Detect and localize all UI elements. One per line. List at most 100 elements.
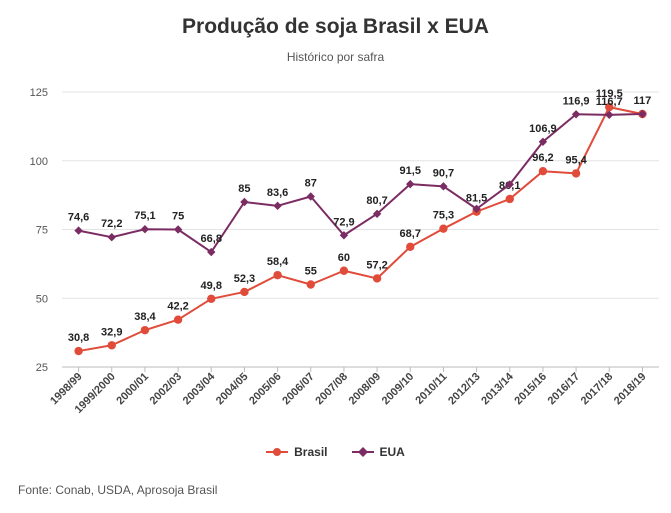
data-point-brasil	[605, 102, 614, 112]
data-point-eua	[406, 179, 415, 189]
data-label-eua: 72,2	[101, 218, 122, 230]
data-point-eua	[439, 182, 448, 191]
data-point-eua	[107, 233, 116, 242]
data-label-eua: 90,7	[433, 167, 454, 179]
data-label-eua: 83,6	[267, 187, 288, 199]
data-label-brasil: 52,3	[234, 273, 255, 285]
data-point-eua	[306, 192, 315, 201]
chart-subtitle: Histórico por safra	[286, 50, 385, 64]
legend-item-brasil[interactable]: Brasil	[266, 445, 328, 459]
x-tick-label: 2002/03	[148, 371, 185, 408]
x-tick-label: 2005/06	[247, 371, 284, 408]
x-tick-label: 2003/04	[181, 370, 218, 407]
legend-label-eua: EUA	[379, 445, 405, 459]
data-label-eua: 91,5	[400, 165, 421, 177]
x-tick-label: 2008/09	[347, 371, 384, 408]
data-label-eua: 116,9	[563, 95, 590, 107]
data-point-eua	[74, 226, 83, 235]
data-label-brasil: 119,5	[596, 88, 623, 100]
legend-swatch-brasil	[266, 446, 289, 458]
x-tick-label: 2017/18	[579, 371, 616, 408]
source-note: Fonte: Conab, USDA, Aprosoja Brasil	[18, 483, 218, 497]
data-label-eua: 87	[305, 178, 317, 190]
data-label-brasil: 96,2	[532, 152, 553, 164]
data-point-brasil	[372, 274, 382, 283]
legend: Brasil EUA	[0, 445, 671, 459]
x-tick-label: 2004/05	[214, 371, 251, 408]
x-tick-label: 2018/19	[612, 371, 649, 408]
data-point-eua	[273, 201, 282, 211]
data-label-brasil: 42,2	[167, 301, 188, 313]
data-label-brasil: 57,2	[366, 259, 387, 271]
y-tick-label: 100	[30, 156, 48, 168]
x-tick-label: 2006/07	[280, 371, 317, 408]
data-point-brasil	[306, 280, 315, 289]
data-point-eua	[505, 180, 514, 189]
data-point-brasil	[439, 224, 448, 233]
data-label-brasil: 81,5	[466, 193, 487, 205]
data-point-brasil	[107, 341, 116, 350]
data-point-brasil	[273, 270, 282, 280]
x-tick-label: 2015/16	[512, 371, 549, 408]
chart-title: Produção de soja Brasil x EUA	[182, 15, 489, 38]
data-point-eua	[472, 204, 481, 214]
data-point-brasil	[505, 194, 514, 204]
data-label-eua: 75	[172, 211, 184, 223]
x-tick-label: 2010/11	[413, 371, 449, 407]
x-tick-label: 2007/08	[313, 371, 350, 408]
y-tick-label: 125	[30, 87, 48, 99]
data-label-eua: 106,9	[529, 123, 557, 135]
data-label-eua: 66,8	[201, 233, 222, 245]
data-label-brasil: 55	[305, 266, 317, 278]
data-label-brasil: 32,9	[101, 326, 122, 338]
y-tick-label: 50	[36, 293, 48, 305]
data-point-eua	[173, 225, 183, 234]
data-label-brasil: 60	[338, 252, 350, 264]
data-point-eua	[372, 209, 382, 219]
data-label-brasil: 58,4	[267, 256, 289, 268]
data-point-eua	[207, 247, 216, 257]
legend-label-brasil: Brasil	[294, 445, 328, 459]
data-point-eua	[339, 231, 349, 240]
x-tick-label: 2016/17	[546, 371, 583, 408]
data-point-brasil	[406, 242, 415, 252]
data-point-eua	[538, 137, 548, 146]
data-label-eua: 72,9	[333, 216, 354, 228]
legend-swatch-eua	[351, 446, 374, 458]
data-point-eua	[140, 225, 150, 234]
data-point-brasil	[538, 167, 548, 176]
data-label-eua: 116,7	[596, 96, 623, 108]
data-label-brasil: 68,7	[400, 228, 421, 240]
data-label-eua: 85	[238, 183, 250, 195]
data-label-eua: 80,7	[366, 195, 387, 207]
legend-item-eua[interactable]: EUA	[351, 445, 405, 459]
data-label-eua: 75,1	[134, 210, 155, 222]
data-point-brasil	[173, 315, 183, 324]
data-label-brasil: 38,4	[134, 311, 156, 323]
series-line-eua	[78, 113, 643, 254]
y-tick-label: 25	[36, 362, 48, 374]
data-point-eua	[605, 110, 614, 120]
data-point-eua	[240, 197, 249, 207]
data-point-brasil	[240, 287, 249, 297]
data-point-brasil	[207, 294, 216, 303]
data-label-brasil: 49,8	[201, 280, 222, 292]
data-label-brasil: 117	[634, 95, 652, 107]
data-label-brasil: 30,8	[68, 332, 89, 344]
data-point-brasil	[571, 169, 581, 178]
data-point-eua	[638, 109, 647, 119]
data-label-eua: 74,6	[68, 212, 89, 224]
data-label-brasil: 75,3	[433, 210, 454, 222]
data-point-brasil	[140, 325, 150, 335]
x-tick-label: 2013/14	[479, 370, 516, 407]
x-tick-label: 2000/01	[114, 371, 151, 408]
data-label-brasil: 95,4	[565, 154, 587, 166]
data-point-brasil	[74, 346, 83, 356]
y-tick-label: 75	[36, 225, 48, 237]
series-line-brasil	[78, 106, 643, 353]
x-tick-label: 2012/13	[446, 371, 483, 408]
data-point-brasil	[339, 266, 349, 275]
data-point-eua	[571, 110, 581, 119]
x-tick-label: 2009/10	[380, 371, 417, 408]
